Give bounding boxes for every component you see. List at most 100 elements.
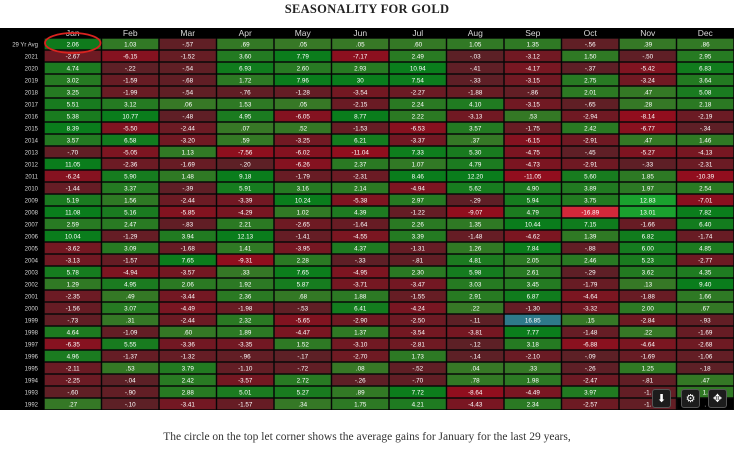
cell-value: -1.32: [181, 354, 196, 361]
heatmap-cell: [216, 266, 274, 278]
cell-value: -2.81: [411, 342, 426, 349]
settings-icon[interactable]: ⚙: [681, 389, 700, 408]
heatmap-cell: [619, 350, 677, 362]
heatmap-cell: [504, 194, 562, 206]
cell-value: -.29: [470, 198, 481, 205]
cell-value: 13.01: [640, 210, 656, 217]
cell-value: 3.45: [527, 282, 540, 289]
cell-value: 30: [357, 78, 365, 85]
heatmap-cell: [159, 218, 217, 230]
cell-value: -2.50: [411, 318, 426, 325]
cell-value: 7.65: [182, 258, 195, 265]
row-label: 1998: [25, 331, 39, 337]
heatmap-cell: [561, 362, 619, 374]
heatmap-cell: [331, 326, 389, 338]
heatmap-cell: [44, 86, 102, 98]
cell-value: 5.27: [297, 390, 310, 397]
column-header: Feb: [123, 28, 138, 38]
heatmap-cell: [389, 62, 447, 74]
cell-value: 1.88: [354, 294, 367, 301]
cell-value: 1.13: [182, 150, 195, 157]
heatmap-cell: [159, 290, 217, 302]
cell-value: .52: [298, 126, 307, 133]
heatmap-cell: [504, 374, 562, 386]
cell-value: 4.37: [354, 246, 367, 253]
heatmap-cell: [216, 386, 274, 398]
cell-value: 4.95: [239, 114, 252, 121]
cell-value: -3.54: [353, 90, 368, 97]
cell-value: -.34: [700, 126, 711, 133]
cell-value: -5.05: [123, 150, 138, 157]
heatmap-cell: [389, 362, 447, 374]
heatmap-cell: [331, 86, 389, 98]
heatmap-cell: [389, 254, 447, 266]
cell-value: -2.84: [641, 318, 656, 325]
heatmap-cell: [331, 182, 389, 194]
heatmap-cell: [159, 38, 217, 50]
heatmap-cell: [44, 398, 102, 410]
heatmap-cell: [216, 314, 274, 326]
cell-value: 3.57: [469, 126, 482, 133]
heatmap-cell: [619, 254, 677, 266]
cell-value: -2.44: [181, 318, 196, 325]
heatmap-cell: [504, 290, 562, 302]
row-label: 2018: [25, 91, 39, 97]
heatmap-cell: [619, 146, 677, 158]
heatmap-cell: [159, 314, 217, 326]
cell-value: -6.15: [123, 54, 138, 61]
cell-value: .33: [528, 366, 537, 373]
cell-value: 1.07: [412, 162, 425, 169]
heatmap-cell: [389, 218, 447, 230]
cell-value: -1.99: [123, 90, 138, 97]
cell-value: 9.18: [239, 174, 252, 181]
cell-value: -3.62: [66, 246, 81, 253]
cell-value: -1.64: [353, 222, 368, 229]
cell-value: 12.13: [237, 234, 253, 241]
cell-value: 3.37: [124, 186, 137, 193]
cell-value: 2.59: [67, 222, 80, 229]
cell-value: 4.81: [469, 258, 482, 265]
heatmap-cell: [504, 386, 562, 398]
cell-value: -.73: [67, 318, 78, 325]
cell-value: -1.79: [296, 174, 311, 181]
cell-value: 4.79: [469, 162, 482, 169]
cell-value: -.17: [297, 354, 308, 361]
cell-value: -.18: [700, 366, 711, 373]
heatmap-cell: [331, 374, 389, 386]
heatmap-cell: [446, 50, 504, 62]
cell-value: -.81: [642, 378, 653, 385]
cell-value: 5.94: [527, 198, 540, 205]
heatmap-cell: [216, 194, 274, 206]
expand-icon[interactable]: ✥: [708, 389, 727, 408]
heatmap-cell: [446, 338, 504, 350]
cell-value: -5.27: [641, 150, 656, 157]
cell-value: .05: [298, 42, 307, 49]
heatmap-cell: [331, 74, 389, 86]
cell-value: 2.61: [527, 270, 540, 277]
cell-value: -4.17: [526, 66, 541, 73]
cell-value: .47: [643, 90, 652, 97]
cell-value: -1.48: [468, 234, 483, 241]
cell-value: 11.05: [65, 162, 81, 169]
cell-value: -.09: [585, 354, 596, 361]
cell-value: 3.79: [182, 366, 195, 373]
cell-value: 1.73: [412, 354, 425, 361]
cell-value: -16.89: [581, 210, 599, 217]
cell-value: 2.91: [469, 294, 482, 301]
cell-value: -3.12: [526, 54, 541, 61]
heatmap-cell: [216, 170, 274, 182]
heatmap-cell: [159, 50, 217, 62]
heatmap-cell: [216, 158, 274, 170]
cell-value: 5.90: [124, 174, 137, 181]
heatmap-cell: [274, 230, 332, 242]
cell-value: .69: [241, 42, 250, 49]
heatmap-cell: [101, 182, 159, 194]
heatmap-cell: [389, 74, 447, 86]
heatmap-cell: [446, 254, 504, 266]
cell-value: .68: [298, 294, 307, 301]
heatmap-cell: [44, 146, 102, 158]
download-icon[interactable]: ⬇: [652, 389, 671, 408]
cell-value: -5.38: [353, 198, 368, 205]
heatmap-cell: [216, 38, 274, 50]
